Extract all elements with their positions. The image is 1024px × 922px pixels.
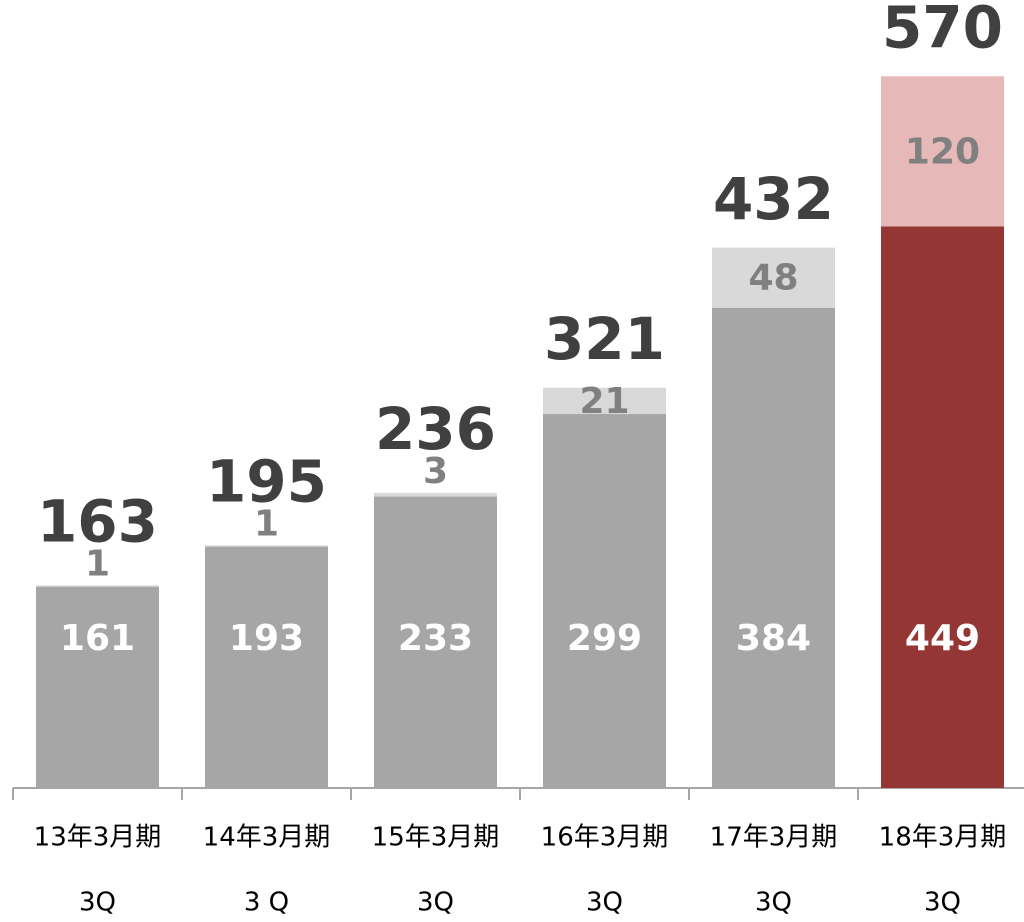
value-label: 1 [85, 543, 110, 584]
x-tick-label: 14年3月期 [203, 823, 331, 853]
x-tick-label: 13年3月期 [34, 823, 162, 853]
x-tick-label: 3 Q [244, 888, 289, 918]
value-label: 48 [748, 258, 798, 299]
value-label: 3 [423, 451, 448, 492]
total-label: 432 [713, 165, 834, 233]
bar-segment [36, 585, 159, 587]
x-tick-label: 15年3月期 [372, 823, 500, 853]
bar-segment [374, 496, 497, 788]
bar-segment [205, 546, 328, 788]
bar-segment [205, 545, 328, 547]
bar-segment [881, 76, 1004, 227]
total-label: 570 [882, 0, 1003, 61]
x-tick-label: 18年3月期 [879, 823, 1007, 853]
x-tick-label: 17年3月期 [710, 823, 838, 853]
bar-segment [374, 492, 497, 497]
x-tick-label: 3Q [924, 888, 961, 918]
bar-segment [543, 414, 666, 788]
value-label: 1 [254, 503, 279, 544]
total-label: 236 [375, 395, 496, 463]
x-tick-label: 3Q [755, 888, 792, 918]
x-tick-label: 3Q [586, 888, 623, 918]
bar-segment [712, 247, 835, 308]
bar-segment [543, 387, 666, 415]
bar-segment [881, 226, 1004, 788]
x-tick-label: 3Q [417, 888, 454, 918]
value-label: 161 [60, 618, 135, 659]
total-label: 163 [37, 487, 158, 555]
total-label: 195 [206, 447, 327, 515]
value-label: 21 [579, 381, 629, 422]
value-label: 193 [229, 618, 304, 659]
total-label: 321 [544, 305, 665, 373]
bar-segment [36, 586, 159, 788]
value-label: 449 [905, 618, 980, 659]
x-tick-label: 3Q [79, 888, 116, 918]
value-label: 120 [905, 131, 980, 172]
value-label: 384 [736, 618, 811, 659]
x-tick-label: 16年3月期 [541, 823, 669, 853]
bar-segment [712, 307, 835, 788]
value-label: 299 [567, 618, 642, 659]
value-label: 233 [398, 618, 473, 659]
